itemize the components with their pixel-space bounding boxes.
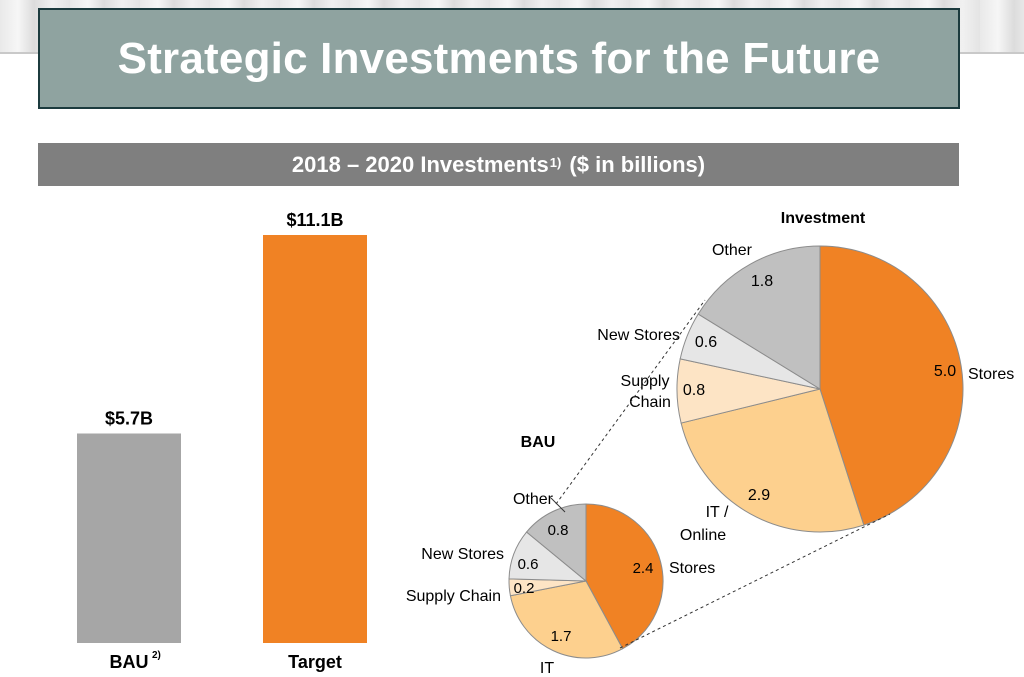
bau-slice-label-other: Other (513, 491, 554, 508)
connector-line-upper (555, 299, 706, 505)
bar-value-label-bau: $5.7B (105, 408, 153, 428)
investment-value-label-it-online: 2.9 (748, 487, 770, 504)
investment-slice-other (697, 245, 821, 390)
bau-slice-stores (585, 503, 664, 650)
bau-pie-title: BAU (521, 434, 556, 451)
subtitle-text: 2018 – 2020 Investments (291, 151, 549, 177)
bau-slice-other (525, 503, 587, 583)
bau-other-leader-line (550, 497, 566, 513)
page-title: Strategic Investments for the Future (117, 33, 881, 83)
investment-value-label-new-stores: 0.6 (695, 334, 717, 351)
bar-bau (77, 433, 181, 643)
connector-line-lower (619, 513, 891, 649)
bau-value-label-other: 0.8 (548, 522, 569, 539)
investment-slice-it-online (680, 388, 865, 533)
bau-slice-label-new-stores: New Stores (421, 546, 504, 563)
bar-category-footnote-bau: 2) (152, 650, 161, 661)
title-banner: Strategic Investments for the Future (38, 8, 960, 109)
bau-slice-label-supply-chain: Supply Chain (406, 588, 501, 605)
investment-slice-stores (819, 245, 964, 526)
investment-value-label-supply-chain: 0.8 (683, 382, 705, 399)
bar-category-label-bau: BAU (110, 652, 149, 672)
investment-slice-label-new-stores: New Stores (597, 327, 680, 344)
chart-subtitle-bar: 2018 – 2020 Investments 1) ($ in billions… (38, 143, 959, 186)
investment-slice-label-supply-chain-line-2: Chain (629, 394, 671, 411)
bar-category-label-target: Target (288, 652, 342, 672)
bau-value-label-supply-chain: 0.2 (514, 580, 535, 597)
investment-pie-title: Investment (781, 210, 866, 227)
bar-value-label-target: $11.1B (286, 210, 343, 230)
subtitle-footnote: 1) (549, 155, 562, 170)
bau-slice-label-it: IT (540, 660, 554, 677)
bau-slice-label-stores: Stores (669, 560, 715, 577)
subtitle-unit: ($ in billions) (569, 151, 706, 177)
investment-slice-label-it-online-line-1: IT / (706, 504, 729, 521)
bau-value-label-stores: 2.4 (633, 560, 654, 577)
bar-target (263, 235, 367, 643)
investment-slice-label-it-online-line-2: Online (680, 527, 726, 544)
bau-value-label-it: 1.7 (551, 628, 572, 645)
investment-value-label-other: 1.8 (751, 273, 773, 290)
investment-slice-label-other: Other (712, 242, 753, 259)
investment-value-label-stores: 5.0 (934, 363, 956, 380)
bau-slice-it (509, 580, 624, 659)
bau-value-label-new-stores: 0.6 (518, 556, 539, 573)
investment-slice-label-stores: Stores (968, 366, 1014, 383)
